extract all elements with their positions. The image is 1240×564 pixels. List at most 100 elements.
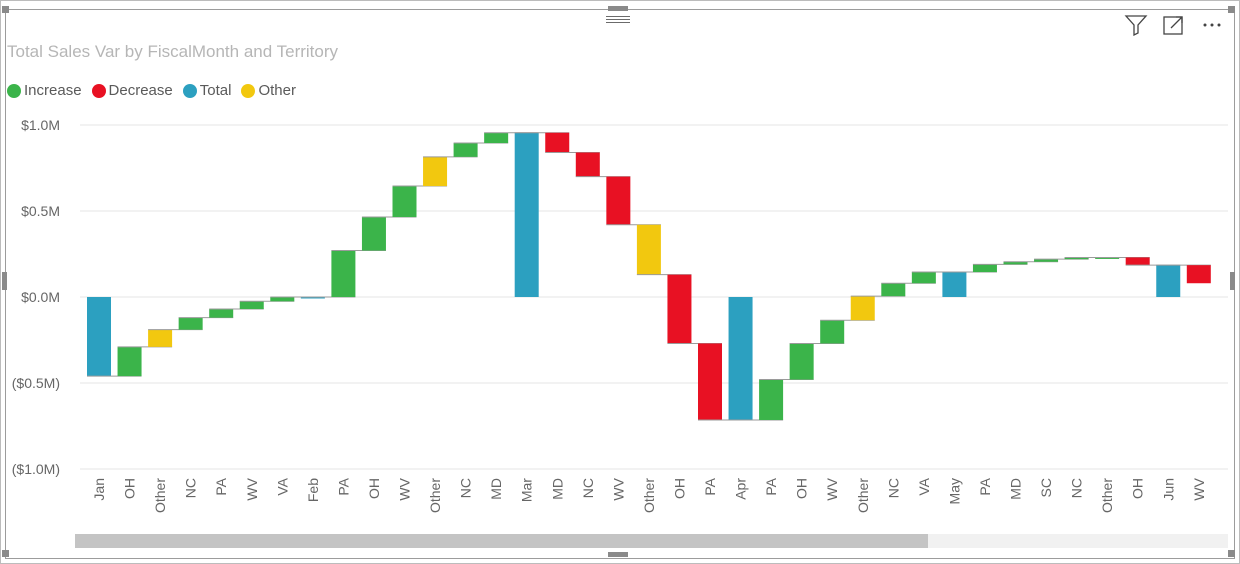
bar[interactable]: [209, 309, 234, 318]
resize-handle-bottom[interactable]: [608, 552, 628, 557]
bar[interactable]: [514, 132, 539, 297]
bar[interactable]: [178, 317, 203, 330]
bar[interactable]: [759, 379, 784, 420]
legend-label: Total: [199, 82, 232, 99]
chart-title: Total Sales Var by FiscalMonth and Terri…: [7, 42, 339, 61]
bar[interactable]: [87, 297, 111, 377]
resize-handle-top-left[interactable]: [2, 6, 9, 13]
more-options-icon[interactable]: [1200, 13, 1224, 37]
bar[interactable]: [1186, 265, 1211, 284]
bar[interactable]: [911, 272, 936, 284]
legend-item-increase[interactable]: Increase: [7, 82, 82, 99]
bar[interactable]: [1095, 257, 1120, 259]
legend-item-decrease[interactable]: Decrease: [91, 82, 173, 99]
x-tick-label: PA: [335, 477, 351, 495]
bar[interactable]: [1064, 257, 1089, 260]
resize-handle-left[interactable]: [2, 272, 7, 290]
resize-handle-bottom-right[interactable]: [1228, 550, 1235, 557]
x-tick-label: OH: [366, 478, 382, 499]
bar[interactable]: [667, 274, 692, 344]
bar[interactable]: [148, 329, 173, 347]
bar[interactable]: [606, 176, 631, 225]
resize-handle-right[interactable]: [1230, 272, 1235, 290]
x-tick-label: PA: [977, 477, 993, 495]
bar[interactable]: [545, 132, 570, 153]
bar[interactable]: [789, 343, 814, 380]
bar[interactable]: [423, 156, 448, 187]
x-tick-label: OH: [1130, 478, 1146, 499]
legend-item-total[interactable]: Total: [182, 82, 232, 99]
x-tick-label: PA: [213, 477, 229, 495]
x-tick-label: May: [946, 478, 962, 504]
resize-handle-bottom-left[interactable]: [2, 550, 9, 557]
x-tick-label: NC: [183, 478, 199, 498]
x-tick-label: WV: [397, 477, 413, 500]
bar[interactable]: [972, 264, 997, 273]
bar[interactable]: [850, 296, 875, 321]
bar[interactable]: [1034, 259, 1059, 262]
x-tick-label: WV: [824, 477, 840, 500]
x-tick-label: Other: [1099, 478, 1115, 513]
bar[interactable]: [1003, 261, 1028, 265]
x-tick-label: WV: [244, 477, 260, 500]
focus-mode-icon[interactable]: [1162, 13, 1186, 37]
chart-visual[interactable]: [5, 9, 1235, 559]
legend-item-other[interactable]: Other: [241, 82, 296, 99]
bar[interactable]: [1125, 257, 1150, 266]
bar[interactable]: [392, 186, 417, 218]
x-tick-label: Jan: [91, 478, 107, 501]
bar[interactable]: [484, 132, 509, 144]
x-tick-label: WV: [1191, 477, 1207, 500]
legend-label: Other: [258, 82, 296, 99]
legend: Increase Decrease Total Other: [7, 82, 300, 99]
drag-grip[interactable]: [606, 14, 630, 24]
scrollbar-thumb[interactable]: [75, 534, 929, 548]
x-tick-label: NC: [458, 478, 474, 498]
x-tick-label: MD: [488, 478, 504, 500]
x-tick-label: OH: [671, 478, 687, 499]
x-tick-label: VA: [274, 477, 290, 495]
x-tick-label: Mar: [519, 478, 535, 502]
resize-handle-top-right[interactable]: [1228, 6, 1235, 13]
x-tick-label: Other: [855, 478, 871, 513]
bar[interactable]: [300, 297, 325, 299]
resize-handle-top[interactable]: [608, 6, 628, 11]
x-tick-label: NC: [885, 478, 901, 498]
x-tick-label: Apr: [733, 478, 749, 500]
x-tick-label: Other: [641, 478, 657, 513]
filter-icon[interactable]: [1124, 13, 1148, 37]
y-tick-label: $0.0M: [21, 289, 60, 305]
bar[interactable]: [942, 272, 967, 297]
bar[interactable]: [575, 152, 600, 177]
bar[interactable]: [331, 250, 356, 297]
x-tick-label: PA: [702, 477, 718, 495]
x-tick-label: NC: [1069, 478, 1085, 498]
bar[interactable]: [698, 343, 722, 420]
x-tick-label: VA: [916, 477, 932, 495]
x-tick-label: Other: [427, 478, 443, 513]
y-tick-label: ($1.0M): [12, 461, 60, 477]
bar[interactable]: [117, 346, 142, 377]
x-tick-label: SC: [1038, 478, 1054, 497]
horizontal-scrollbar[interactable]: [75, 534, 1228, 548]
x-tick-label: Other: [152, 478, 168, 513]
legend-marker: [241, 83, 256, 98]
legend-marker: [91, 83, 106, 98]
x-tick-label: MD: [1008, 478, 1024, 500]
bar[interactable]: [239, 301, 264, 310]
bar[interactable]: [453, 143, 478, 157]
bar[interactable]: [820, 320, 845, 344]
x-tick-label: OH: [122, 478, 138, 499]
legend-marker: [7, 83, 21, 98]
x-tick-label: MD: [549, 478, 565, 500]
x-tick-label: NC: [580, 478, 596, 498]
bar[interactable]: [636, 224, 661, 275]
bar[interactable]: [270, 297, 295, 302]
bar[interactable]: [1156, 265, 1181, 297]
bar[interactable]: [361, 217, 386, 251]
y-tick-label: $1.0M: [21, 117, 60, 133]
bar[interactable]: [728, 297, 753, 420]
bar[interactable]: [881, 283, 906, 297]
visual-header: [1124, 12, 1224, 38]
